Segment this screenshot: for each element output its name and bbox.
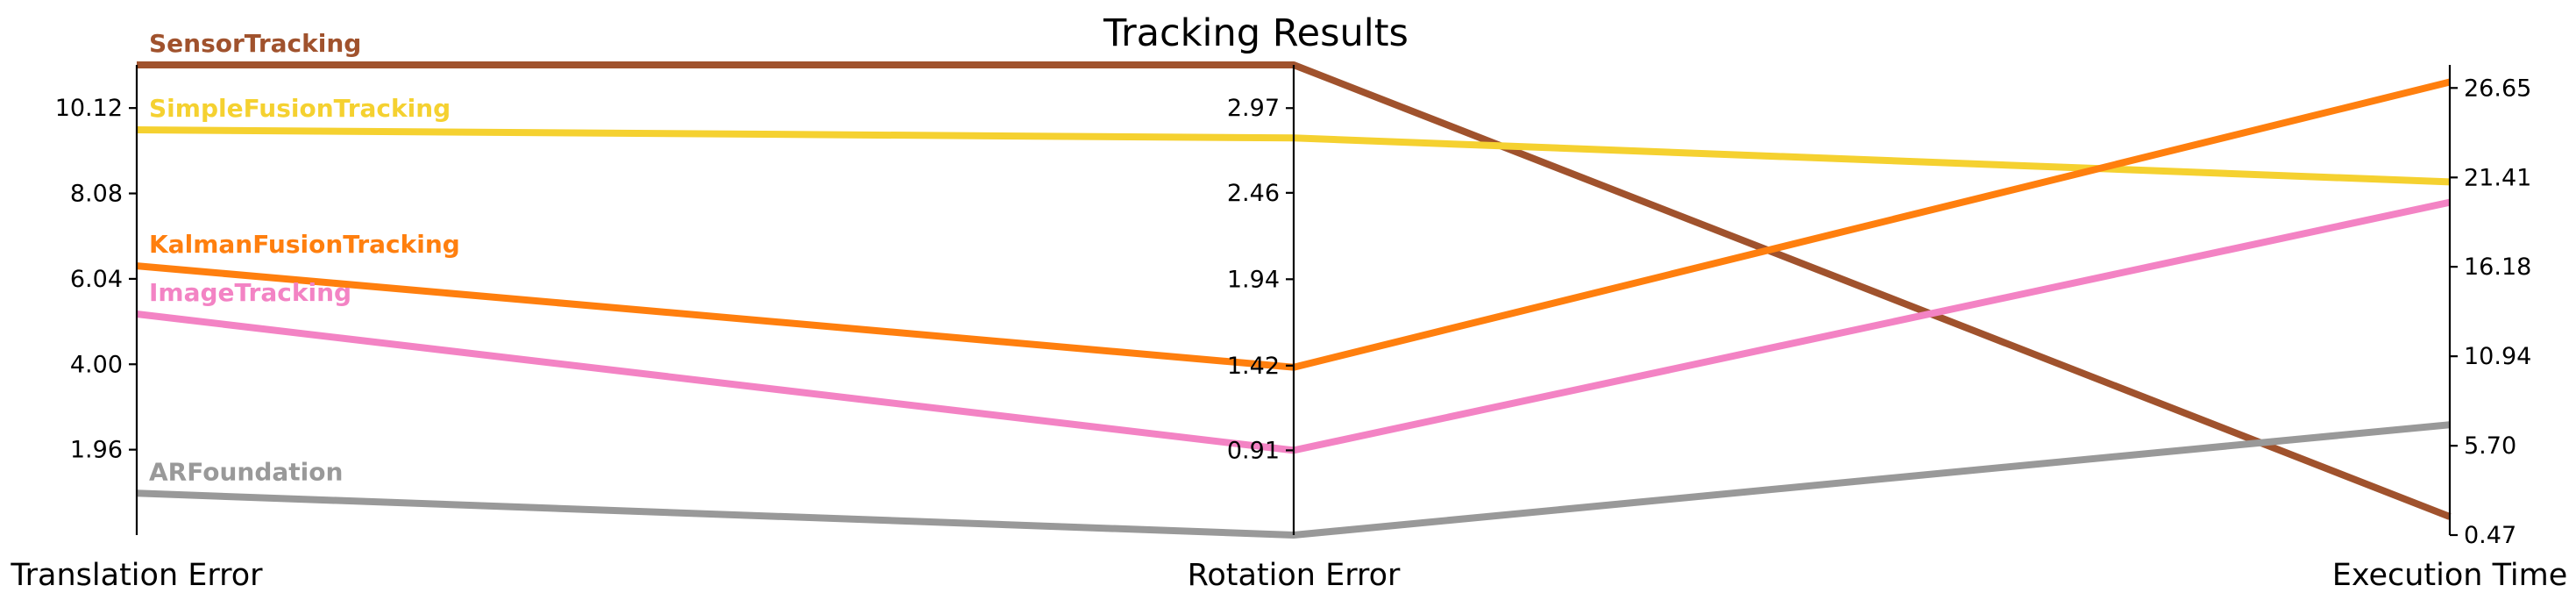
chart-title: Tracking Results: [1103, 11, 1409, 55]
tick-label: 0.47: [2464, 522, 2516, 549]
tick-label: 1.42: [1227, 353, 1280, 380]
tick-label: 10.12: [55, 95, 123, 122]
series-label: ARFoundation: [149, 457, 343, 486]
tick-label: 5.70: [2464, 432, 2516, 460]
series-label: SimpleFusionTracking: [149, 94, 451, 123]
series-label: SensorTracking: [149, 29, 361, 58]
tick-label: 0.91: [1227, 437, 1280, 464]
tick-label: 21.41: [2464, 164, 2531, 191]
tick-label: 1.94: [1227, 266, 1280, 293]
tick-label: 1.96: [70, 437, 123, 464]
tick-label: 2.97: [1227, 95, 1280, 122]
axis-label: Rotation Error: [1188, 558, 1401, 593]
tick-label: 26.65: [2464, 75, 2531, 102]
series-labels: SensorTracking SimpleFusionTracking Kalman…: [149, 29, 460, 486]
tick-label: 4.00: [70, 351, 123, 378]
tick-label: 10.94: [2464, 343, 2531, 370]
series-label: KalmanFusionTracking: [149, 230, 460, 259]
axis-label: Translation Error: [10, 558, 263, 593]
axes: 1.96 4.00 6.04 8.08 10.12 Translation Error 0.…: [10, 65, 2567, 593]
axis-label: Execution Time: [2332, 558, 2568, 593]
tick-label: 6.04: [70, 266, 123, 293]
tick-label: 8.08: [70, 181, 123, 208]
tick-label: 2.46: [1227, 180, 1280, 207]
series-label: ImageTracking: [149, 278, 351, 307]
tick-label: 16.18: [2464, 254, 2531, 281]
